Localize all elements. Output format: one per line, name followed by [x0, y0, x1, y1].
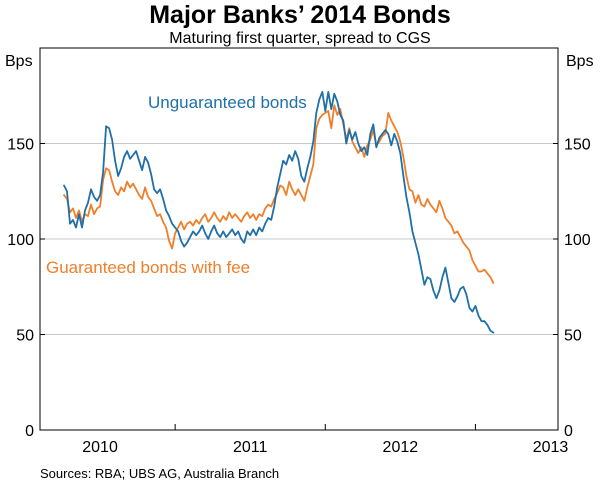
x-tick-label-2013: 2013 — [533, 439, 569, 456]
y-tick-label-right-50: 50 — [564, 328, 582, 345]
series-line-unguaranteed — [63, 91, 495, 334]
chart-subtitle: Maturing first quarter, spread to CGS — [169, 30, 431, 47]
series-line-guaranteed — [63, 104, 495, 284]
y-axis-label-left: Bps — [5, 53, 33, 70]
series-lines — [63, 91, 495, 334]
x-tick-label-2012: 2012 — [383, 439, 419, 456]
y-tick-label-left-100: 100 — [7, 232, 34, 249]
y-tick-label-left-50: 50 — [16, 328, 34, 345]
y-tick-label-right-0: 0 — [564, 423, 573, 440]
gridlines — [40, 143, 558, 335]
y-tick-label-left-0: 0 — [25, 423, 34, 440]
y-axis-label-right: Bps — [566, 53, 594, 70]
axis-ticks: 0 0 50 50 100 100 150 150 2010 2011 2012 2013 — [7, 137, 591, 457]
x-tick-label-2011: 2011 — [233, 439, 268, 456]
legend-label-unguaranteed: Unguaranteed bonds — [148, 93, 307, 112]
legend-label-guaranteed: Guaranteed bonds with fee — [46, 258, 250, 277]
source-note: Sources: RBA; UBS AG, Australia Branch — [40, 466, 280, 481]
y-tick-label-left-150: 150 — [7, 137, 34, 154]
x-tick-label-2010: 2010 — [82, 439, 118, 456]
chart-title: Major Banks’ 2014 Bonds — [149, 1, 451, 29]
y-tick-label-right-100: 100 — [564, 232, 591, 249]
y-tick-label-right-150: 150 — [564, 137, 591, 154]
